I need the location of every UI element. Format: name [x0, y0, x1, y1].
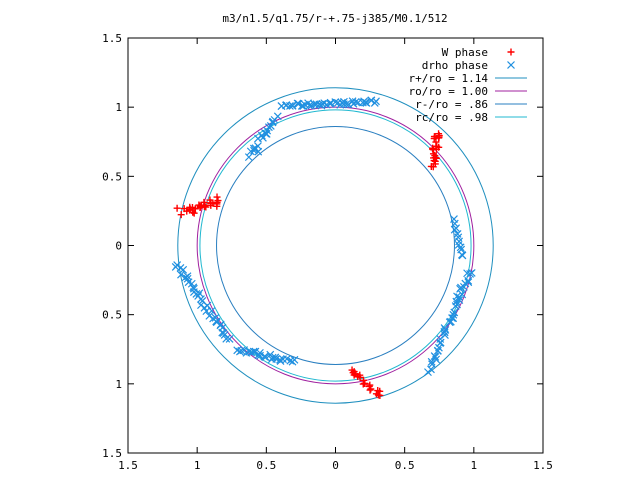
legend-label: rc/ro = .98	[415, 111, 488, 124]
data-point	[436, 339, 444, 347]
data-point	[237, 346, 246, 355]
data-point	[367, 96, 376, 105]
data-point	[372, 97, 380, 106]
data-point	[290, 355, 299, 364]
data-point	[435, 130, 443, 138]
data-points	[171, 96, 476, 399]
data-point	[431, 353, 440, 361]
y-tick-label: 1.5	[102, 32, 122, 45]
data-point	[450, 219, 459, 228]
data-point	[209, 199, 217, 207]
y-tick-label: 0	[115, 240, 122, 253]
data-point	[331, 98, 340, 107]
data-point	[201, 201, 209, 209]
legend-label: drho phase	[422, 59, 488, 72]
series-1	[171, 96, 476, 377]
legend-label: r+/ro = 1.14	[409, 72, 489, 85]
x-tick-label: 1.5	[118, 459, 138, 472]
data-point	[455, 293, 464, 301]
data-point	[177, 211, 185, 219]
reference-circles	[177, 87, 494, 404]
data-point	[456, 284, 464, 293]
data-point	[179, 265, 188, 274]
data-point	[173, 204, 181, 212]
data-point	[366, 386, 374, 394]
series-0	[173, 130, 443, 399]
data-point	[222, 334, 231, 343]
data-point	[433, 142, 441, 150]
y-tick-label: 0.5	[102, 170, 122, 183]
data-point	[459, 282, 468, 291]
y-tick-label: 1	[115, 378, 122, 391]
data-point	[315, 100, 324, 109]
legend-marker	[507, 48, 515, 56]
legend-label: W phase	[442, 46, 488, 59]
legend-label: r-/ro = .86	[415, 98, 488, 111]
data-point	[188, 203, 196, 211]
x-tick-label: 0	[332, 459, 339, 472]
data-point	[463, 269, 472, 278]
data-point	[456, 243, 465, 252]
data-point	[177, 270, 185, 279]
data-point	[207, 306, 216, 315]
data-point	[433, 346, 442, 355]
data-point	[254, 142, 262, 151]
data-point	[261, 353, 270, 361]
data-point	[466, 270, 475, 278]
data-point	[326, 99, 335, 108]
data-point	[429, 146, 437, 154]
data-point	[342, 100, 351, 109]
y-tick-label: 1.5	[102, 447, 122, 460]
data-point	[427, 357, 436, 366]
data-point	[180, 205, 188, 213]
data-point	[244, 153, 253, 162]
circle-2	[216, 126, 455, 365]
legend-marker	[507, 61, 515, 69]
data-point	[249, 347, 258, 356]
x-tick-label: 1	[471, 459, 478, 472]
data-point	[450, 225, 459, 234]
data-point	[288, 101, 297, 110]
data-point	[305, 101, 314, 110]
data-point	[431, 133, 439, 141]
data-point	[351, 97, 360, 106]
data-point	[367, 385, 375, 393]
data-point	[214, 197, 222, 205]
data-point	[374, 391, 382, 399]
x-tick-label: 1.5	[533, 459, 553, 472]
y-tick-label: 1	[115, 101, 122, 114]
data-point	[260, 352, 269, 361]
x-tick-label: 1	[194, 459, 201, 472]
chart-title: m3/n1.5/q1.75/r-+.75-j385/M0.1/512	[222, 12, 447, 25]
data-point	[189, 284, 198, 293]
data-point	[440, 328, 449, 337]
data-point	[183, 272, 192, 281]
data-point	[197, 295, 205, 303]
circle-3	[199, 109, 472, 382]
data-point	[424, 368, 432, 377]
data-point	[225, 334, 234, 343]
x-axis: 1.5 1 0.5 0 0.5 1 1.5	[118, 38, 553, 472]
legend-label: ro/ro = 1.00	[409, 85, 488, 98]
circle-0	[177, 87, 494, 404]
data-point	[273, 112, 282, 121]
data-point	[249, 144, 258, 153]
data-point	[205, 311, 214, 320]
data-point	[451, 302, 460, 311]
data-point	[220, 330, 229, 339]
x-tick-label: 0.5	[395, 459, 415, 472]
y-tick-label: 0.5	[102, 309, 122, 322]
circle-1	[196, 106, 475, 385]
data-point	[361, 380, 369, 388]
x-tick-label: 0.5	[256, 459, 276, 472]
data-point	[432, 138, 440, 146]
data-point	[304, 99, 313, 108]
y-axis: 1.5 1 0.5 0 0.5 1 1.5	[102, 32, 543, 460]
data-point	[362, 98, 371, 107]
data-point	[286, 102, 294, 110]
data-point	[458, 251, 467, 260]
data-point	[190, 209, 198, 217]
